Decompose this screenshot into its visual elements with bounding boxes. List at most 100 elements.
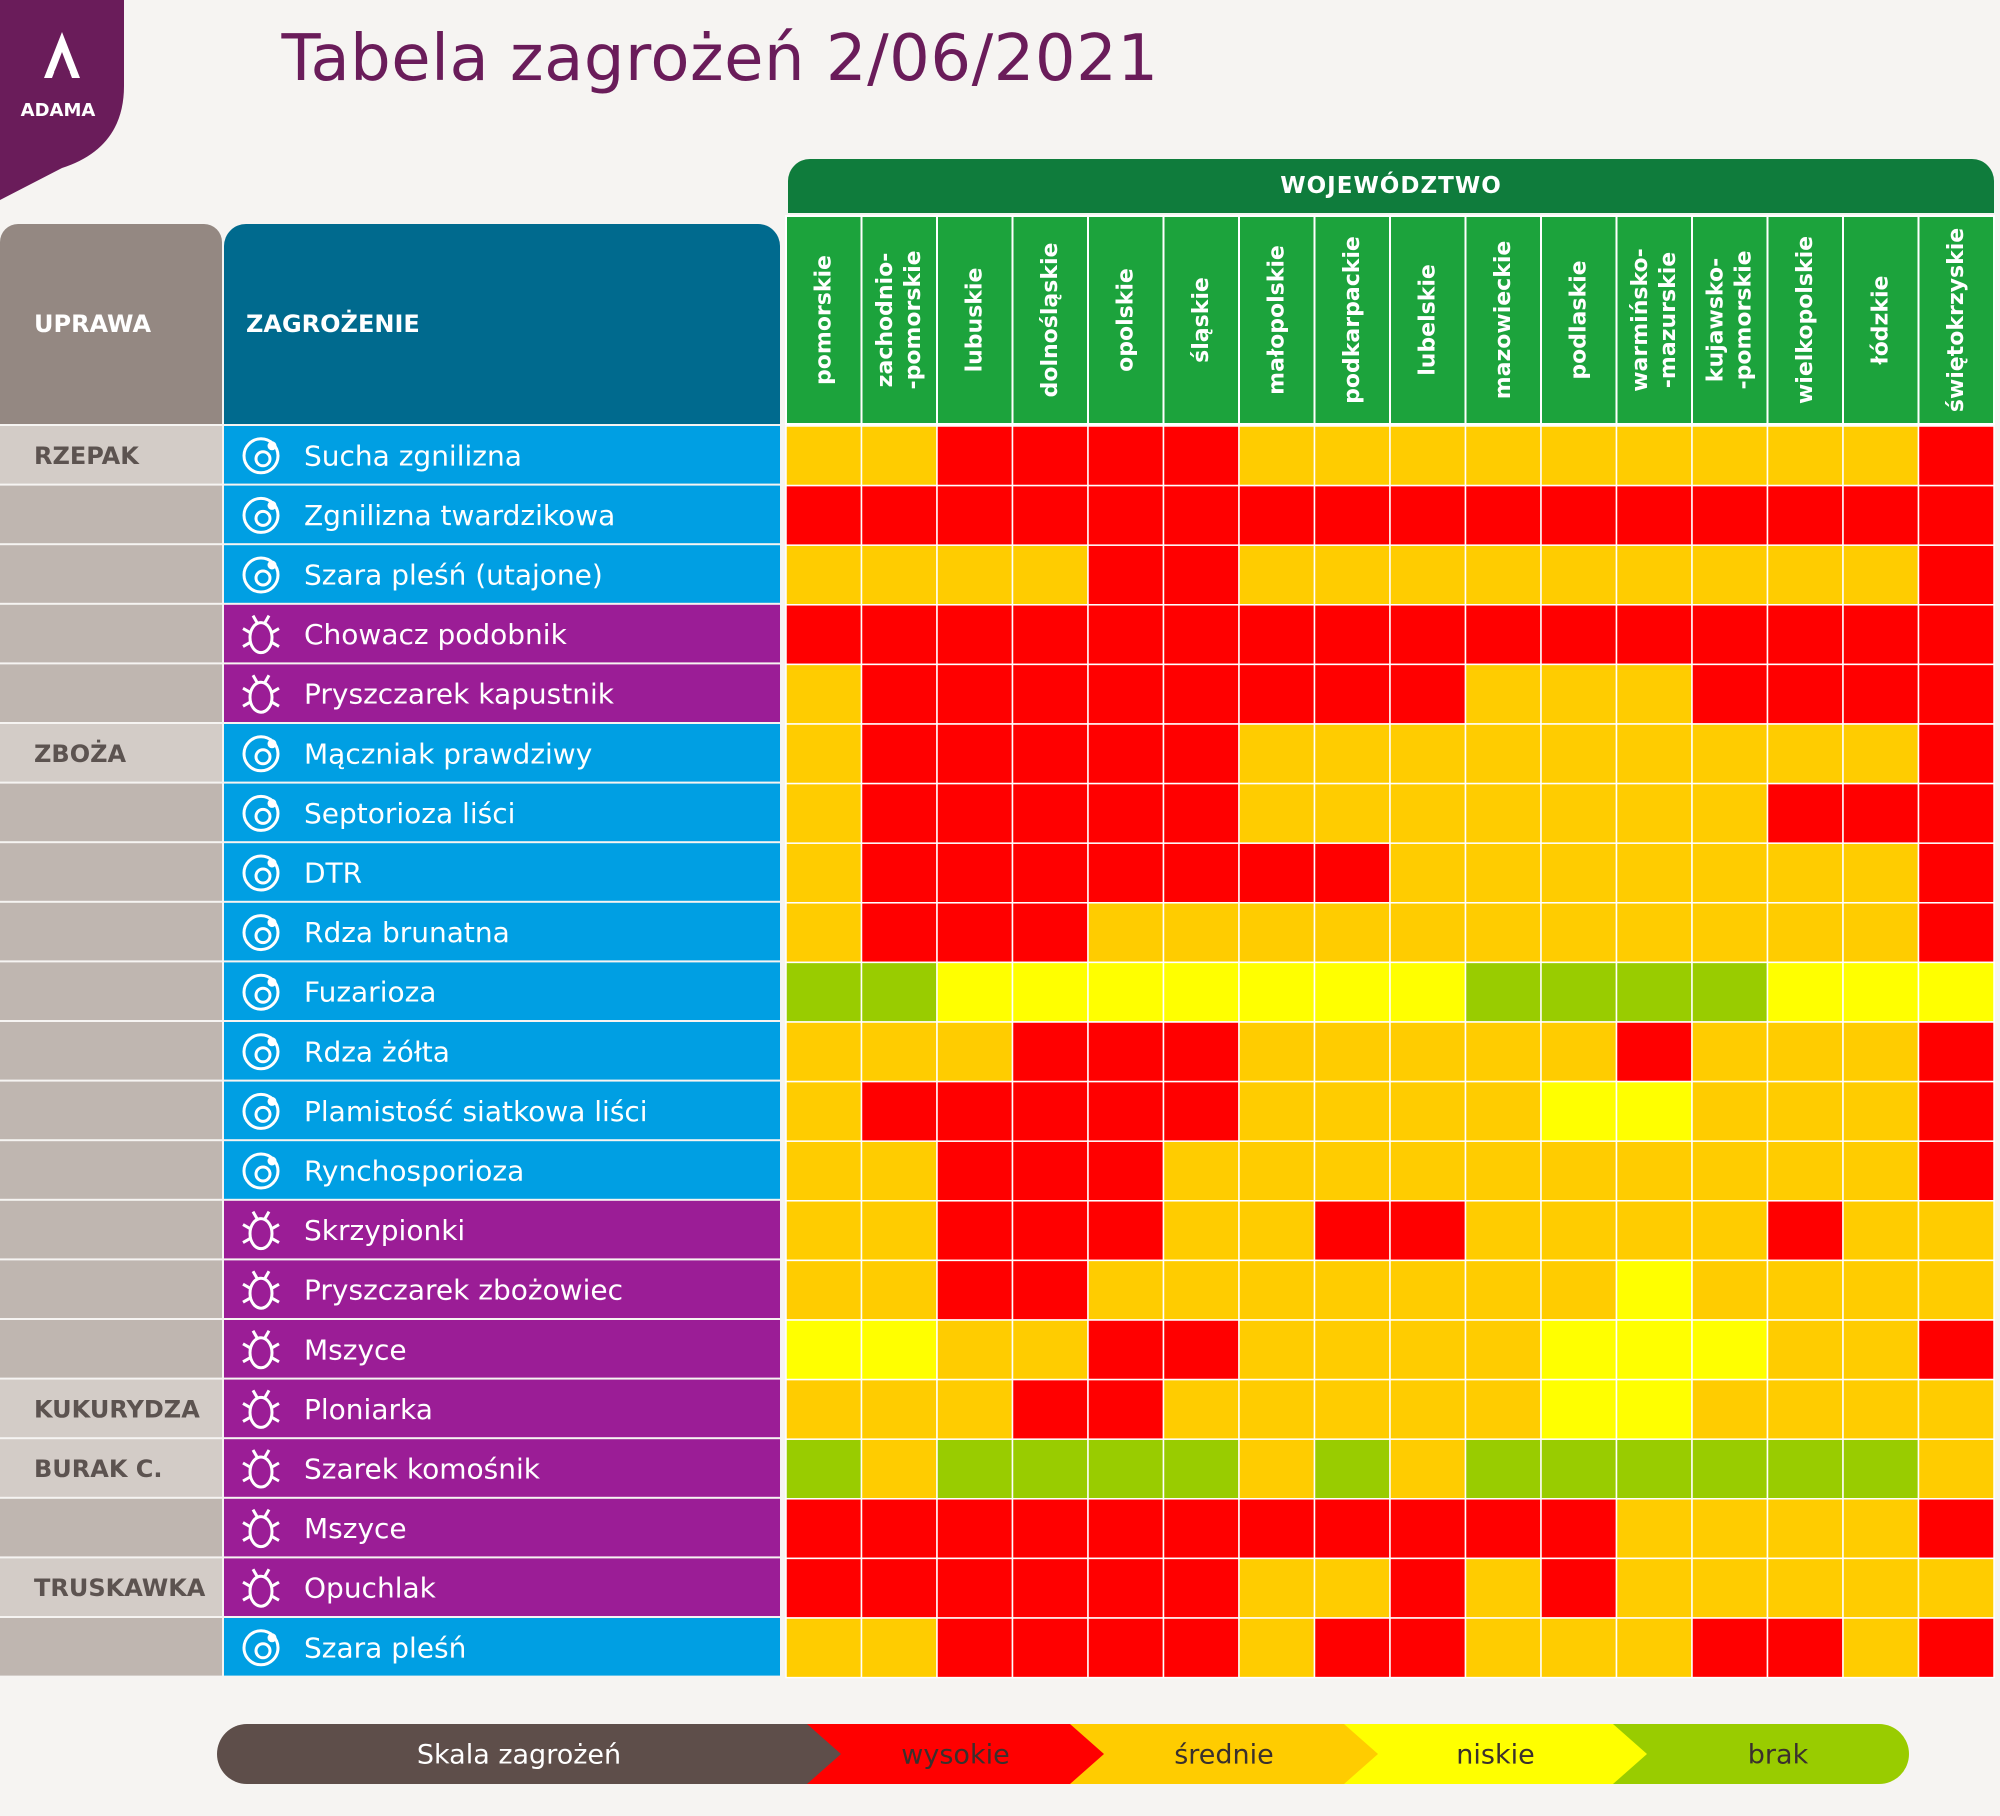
heat-cell: [1540, 1438, 1618, 1500]
heat-cell: [1313, 1319, 1391, 1381]
heat-cell: [1162, 782, 1240, 844]
heat-cell: [1842, 425, 1920, 487]
heat-cell: [1389, 1557, 1467, 1619]
crop-cell: [0, 962, 222, 1020]
heat-cell: [1691, 1378, 1769, 1440]
threat-cell: [224, 1558, 780, 1616]
heat-cell: [1087, 1259, 1165, 1321]
heat-cell: [936, 782, 1014, 844]
heat-cell: [1162, 1378, 1240, 1440]
region-label: zachodnio-: [873, 253, 898, 388]
heat-cell: [1313, 425, 1391, 487]
heat-cell: [1464, 1080, 1542, 1142]
heat-cell: [1313, 961, 1391, 1023]
threat-cell: [224, 1081, 780, 1140]
heat-cell: [1540, 961, 1618, 1023]
region-label: świętokrzyskie: [1944, 228, 1969, 412]
threat-cell: [224, 1200, 780, 1259]
threat-label: DTR: [304, 857, 362, 890]
crop-cell: [0, 724, 222, 782]
region-label: lubelskie: [1415, 264, 1440, 376]
heat-cell: [1691, 1498, 1769, 1560]
region-cell: [860, 215, 938, 425]
heat-cell: [1313, 604, 1391, 666]
legend-segment: [1613, 1724, 1909, 1784]
threat-label: Rdza żółta: [304, 1035, 450, 1068]
heat-cell: [1313, 484, 1391, 546]
threat-cell: [224, 604, 780, 663]
fungus-icon: [242, 556, 280, 594]
heat-cell: [1842, 1378, 1920, 1440]
heat-cell: [1615, 663, 1693, 725]
heat-cell: [1238, 961, 1316, 1023]
heat-cell: [1691, 902, 1769, 964]
region-label: podlaskie: [1566, 260, 1591, 379]
heat-cell: [936, 1021, 1014, 1083]
heat-cell: [1238, 1080, 1316, 1142]
threat-header: ZAGROŻENIE: [224, 224, 780, 424]
fungus-icon: [242, 1629, 280, 1667]
bug-icon: [242, 674, 280, 714]
heat-cell: [1238, 604, 1316, 666]
threat-cell: [224, 902, 780, 961]
threat-cell: [224, 783, 780, 842]
heat-cell: [936, 1080, 1014, 1142]
heat-cell: [1087, 902, 1165, 964]
heat-cell: [1389, 484, 1467, 546]
heat-cell: [1842, 1200, 1920, 1262]
heat-cell: [1313, 902, 1391, 964]
heat-cell: [936, 425, 1014, 487]
heat-cell: [1464, 961, 1542, 1023]
heat-cell: [936, 842, 1014, 904]
heat-cell: [1917, 1557, 1995, 1619]
heat-cell: [785, 842, 863, 904]
heat-cell: [785, 1021, 863, 1083]
heat-cell: [1766, 1438, 1844, 1500]
heat-cell: [1238, 842, 1316, 904]
heat-cell: [1162, 604, 1240, 666]
heat-cell: [1011, 1319, 1089, 1381]
heat-cell: [1540, 782, 1618, 844]
heat-cell: [1011, 544, 1089, 606]
heat-cell: [1691, 782, 1769, 844]
heat-cell: [1615, 1200, 1693, 1262]
heat-cell: [1313, 723, 1391, 785]
threat-label: Mszyce: [304, 1333, 407, 1366]
bug-icon: [242, 1568, 280, 1608]
heat-cell: [1766, 782, 1844, 844]
fungus-icon: [242, 854, 280, 892]
heat-cell: [1464, 1617, 1542, 1679]
region-label: -pomorskie: [1731, 250, 1756, 389]
heat-cell: [1389, 1021, 1467, 1083]
region-label: pomorskie: [811, 255, 836, 385]
heat-cell: [1691, 544, 1769, 606]
heat-cell: [1087, 1557, 1165, 1619]
heat-cell: [1011, 484, 1089, 546]
heat-cell: [1162, 902, 1240, 964]
heat-cell: [1011, 1200, 1089, 1262]
heat-cell: [1162, 1200, 1240, 1262]
heat-cell: [1615, 842, 1693, 904]
heat-cell: [1917, 1140, 1995, 1202]
heat-cell: [1464, 1140, 1542, 1202]
heat-cell: [1691, 723, 1769, 785]
heat-cell: [1917, 842, 1995, 904]
region-label: mazowieckie: [1491, 241, 1516, 400]
heat-cell: [1313, 842, 1391, 904]
heat-cell: [1389, 1378, 1467, 1440]
heat-cell: [1615, 1498, 1693, 1560]
threat-label: Sucha zgnilizna: [304, 439, 522, 472]
heat-cell: [1766, 723, 1844, 785]
heat-cell: [1766, 663, 1844, 725]
heat-cell: [1615, 484, 1693, 546]
heat-cell: [1615, 1557, 1693, 1619]
heat-cell: [1464, 604, 1542, 666]
heat-cell: [1162, 842, 1240, 904]
heat-cell: [1464, 1319, 1542, 1381]
fungus-icon: [242, 973, 280, 1011]
heat-cell: [1917, 604, 1995, 666]
legend-segment: [217, 1724, 841, 1784]
heat-cell: [1011, 842, 1089, 904]
heat-cell: [1615, 1259, 1693, 1321]
heat-cell: [785, 1259, 863, 1321]
